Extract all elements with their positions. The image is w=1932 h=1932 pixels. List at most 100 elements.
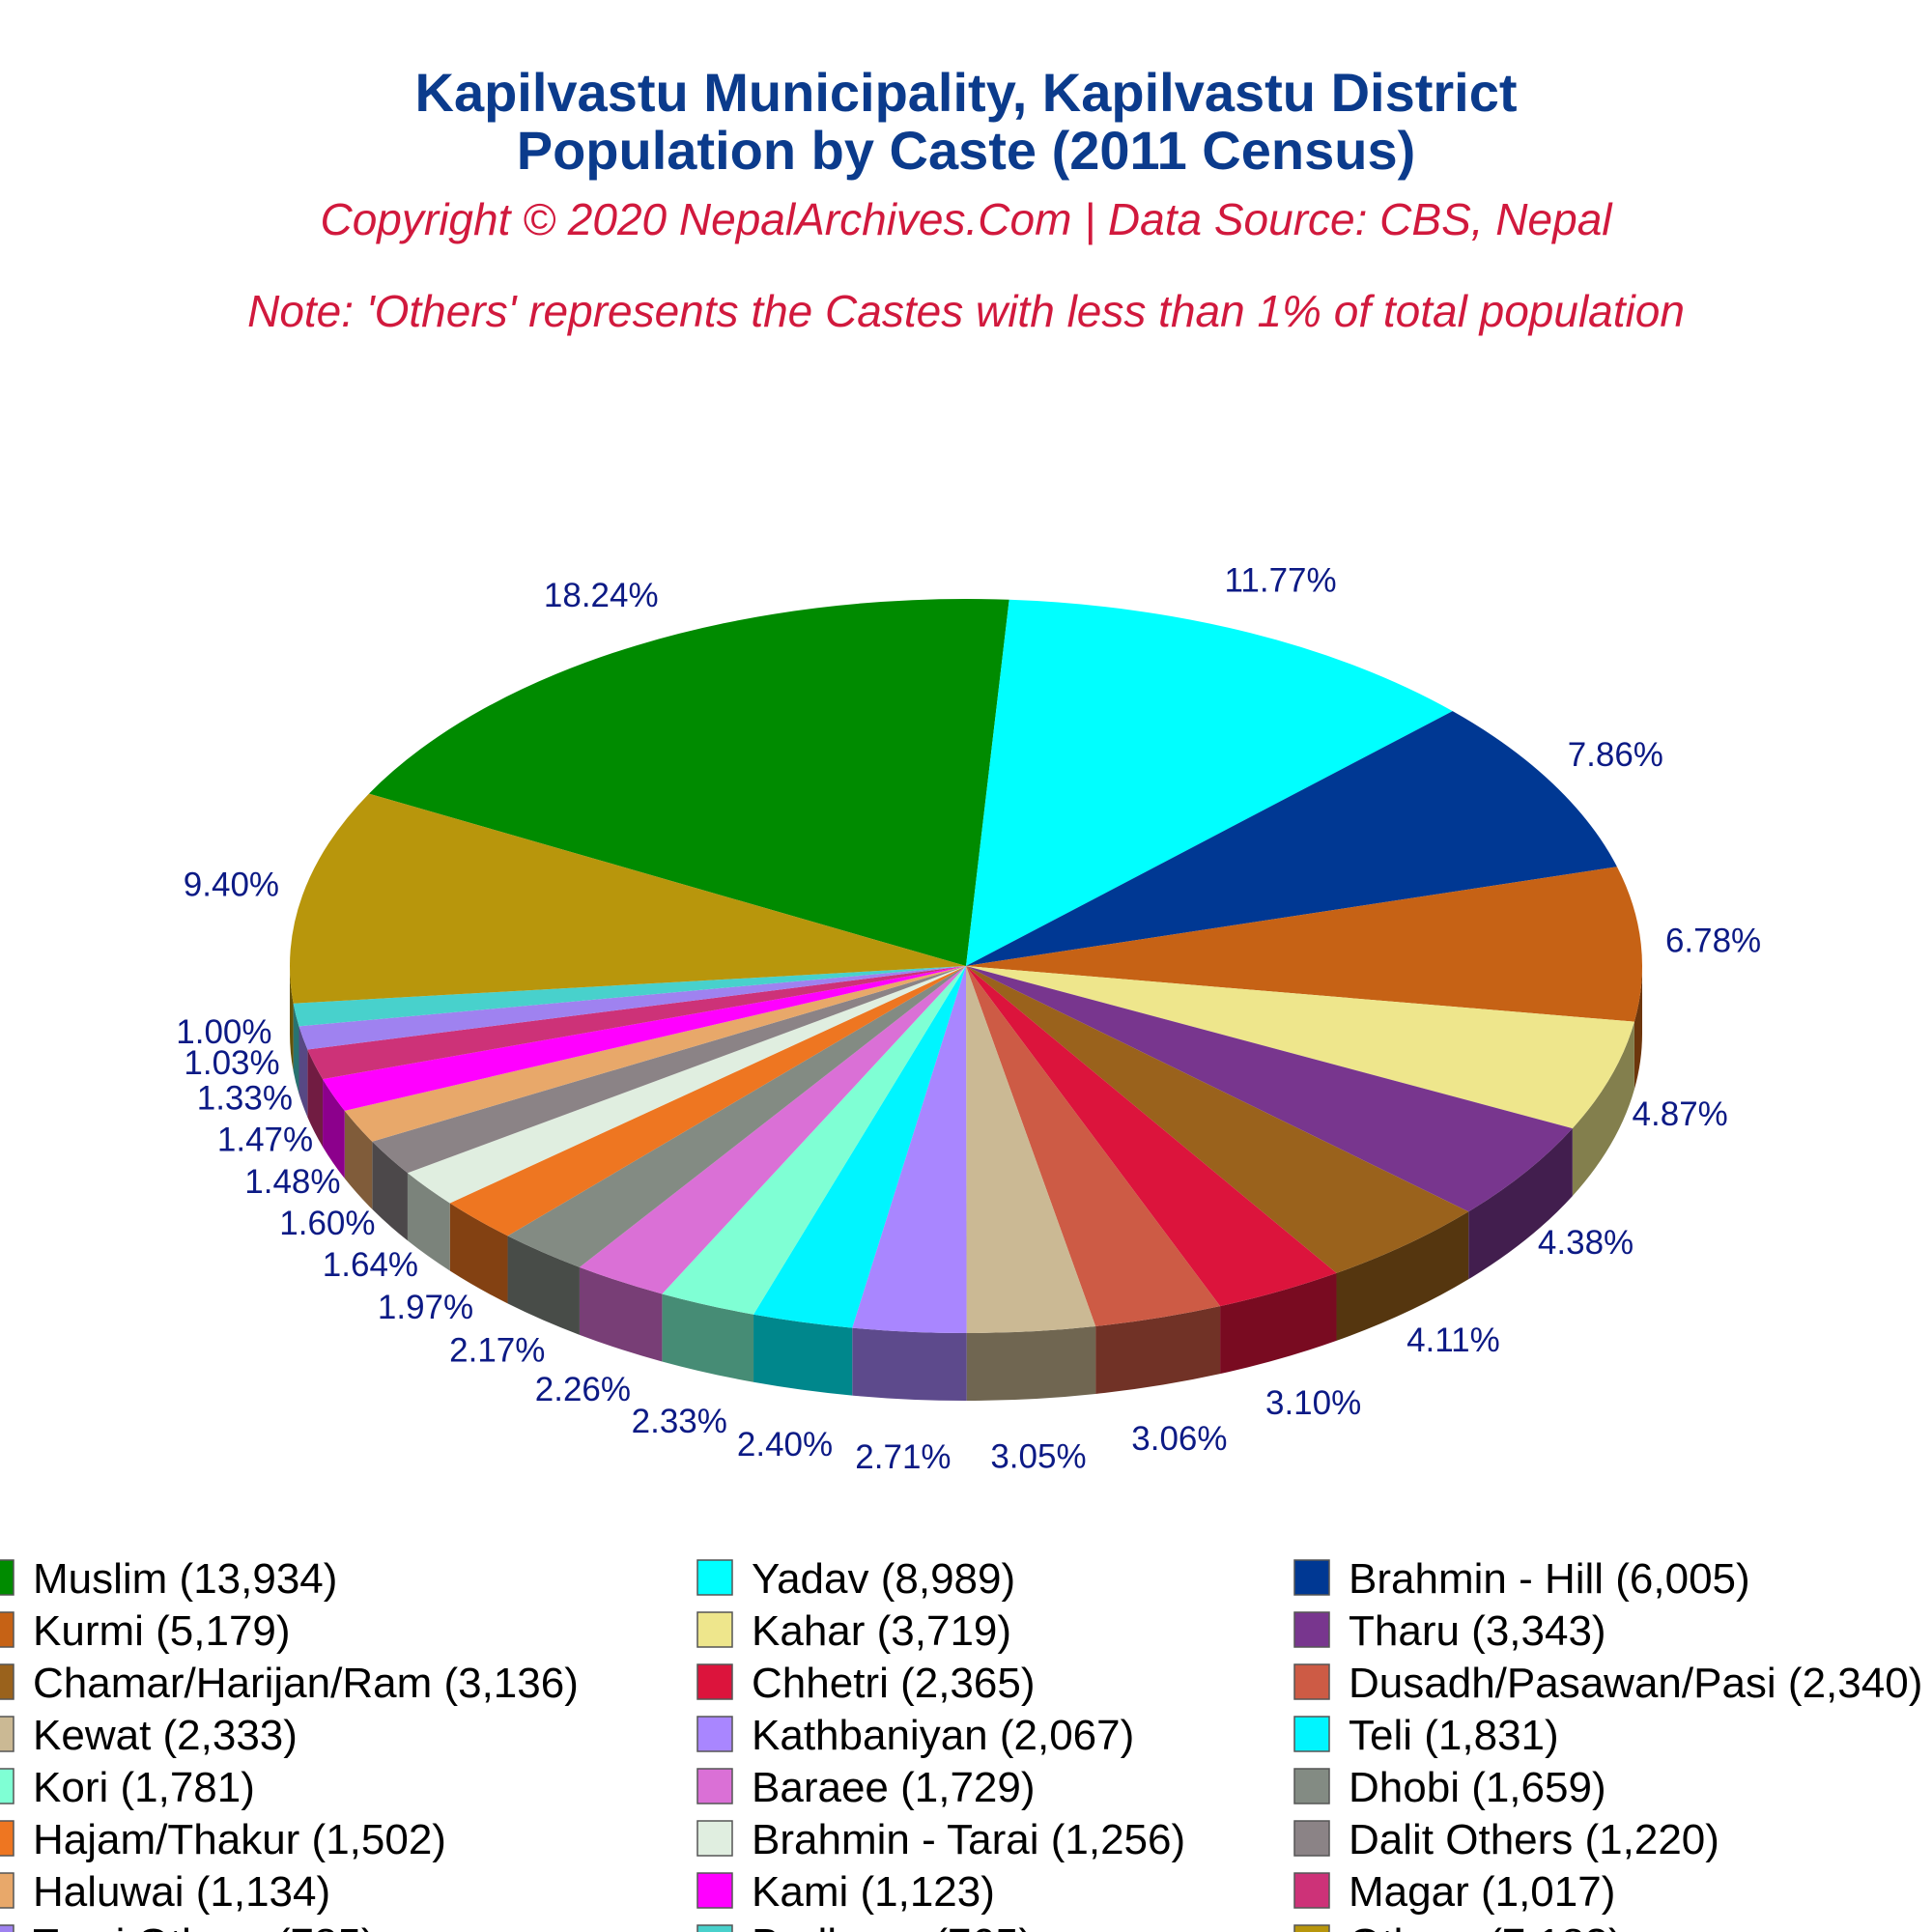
pct-label-kurmi: 6.78% [1665,922,1761,959]
legend-swatch [1293,1768,1330,1804]
pct-label-badhaee: 1.00% [176,1013,271,1051]
pct-label-others: 9.40% [184,866,279,903]
chart-subtitle: Population by Caste (2011 Census) [517,120,1415,181]
chart-title: Kapilvastu Municipality, Kapilvastu Dist… [415,62,1518,123]
pie-slice-tharu [966,966,1573,1212]
pie-slice-dusadh-pasawan-pasi [966,966,1221,1326]
pct-label-chhetri: 3.10% [1265,1384,1361,1422]
pct-label-kewat: 3.05% [990,1438,1086,1476]
legend-item-kathbaniyan: Kathbaniyan (2,067) [696,1712,1134,1759]
pie-side-dhobi [507,1236,580,1335]
pct-label-haluwai: 1.48% [244,1163,340,1201]
legend-item-teli: Teli (1,831) [1293,1712,1559,1759]
legend-label: Kathbaniyan (2,067) [752,1712,1134,1759]
legend-swatch [0,1663,14,1700]
pct-label-magar: 1.33% [197,1080,293,1118]
legend-label: Badhaee (765) [752,1920,1033,1932]
pie-slice-baraee [579,966,966,1294]
pct-label-chamar-harijan-ram: 4.11% [1406,1321,1500,1359]
pie-side-brahmin-tarai [407,1173,450,1271]
pie-slice-badhaee [293,966,966,1027]
pct-label-muslim: 18.24% [544,577,659,614]
legend-swatch [1293,1924,1330,1932]
pie-slice-muslim [368,599,1009,966]
pie-side-haluwai [344,1110,373,1209]
legend-label: Tarai Others (785) [33,1920,376,1932]
pie-slice-chhetri [966,966,1337,1307]
legend-item-tarai-others: Tarai Others (785) [0,1920,376,1932]
pct-label-tarai-others: 1.03% [184,1044,279,1082]
pie-slice-tarai-others [298,966,966,1050]
pie-side-kurmi [1634,966,1642,1090]
legend-item-kahar: Kahar (3,719) [696,1607,1011,1655]
pct-label-teli: 2.40% [737,1426,833,1463]
pct-label-tharu: 4.38% [1538,1224,1634,1262]
legend-swatch [0,1924,14,1932]
pct-label-kori: 2.33% [632,1403,727,1440]
legend-item-yadav: Yadav (8,989) [696,1555,1015,1603]
legend-item-kewat: Kewat (2,333) [0,1712,298,1759]
legend-label: Teli (1,831) [1349,1712,1559,1759]
pie-slice-haluwai [344,966,966,1142]
pct-label-dusadh-pasawan-pasi: 3.06% [1131,1420,1227,1458]
legend-label: Brahmin - Tarai (1,256) [752,1816,1185,1863]
legend-swatch [696,1924,733,1932]
pie-side-badhaee [293,1003,299,1094]
pie-side-magar [307,1049,324,1148]
pie-side-kewat [966,1325,1096,1401]
legend-swatch [1293,1716,1330,1752]
pie-side-tharu [1468,1128,1573,1280]
pie-side-chhetri [1220,1272,1337,1375]
legend-item-dhobi: Dhobi (1,659) [1293,1764,1606,1811]
legend-item-chamar-harijan-ram: Chamar/Harijan/Ram (3,136) [0,1660,579,1707]
pct-label-dhobi: 2.17% [449,1332,545,1370]
pie [290,599,1642,1402]
pct-label-brahmin-hill: 7.86% [1568,736,1663,774]
pct-label-kami: 1.47% [217,1121,313,1158]
legend-swatch [696,1611,733,1648]
legend-label: Brahmin - Hill (6,005) [1349,1555,1750,1603]
legend-swatch [0,1872,14,1909]
legend-item-others: Others (7,183) [1293,1920,1623,1932]
legend-swatch [0,1611,14,1648]
legend-swatch [1293,1611,1330,1648]
pie-slice-others [290,793,966,1004]
pct-label-brahmin-tarai: 1.64% [323,1246,418,1284]
legend-label: Kori (1,781) [33,1764,255,1811]
legend: Muslim (13,934) Yadav (8,989) Brahmin - Hi… [0,1555,1922,1932]
legend-label: Magar (1,017) [1349,1868,1615,1916]
pie-slice-brahmin-tarai [407,966,966,1204]
legend-swatch [1293,1820,1330,1857]
note-text: Note: 'Others' represents the Castes wit… [247,286,1685,336]
legend-swatch [1293,1559,1330,1596]
legend-label: Others (7,183) [1349,1920,1623,1932]
pct-label-kahar: 4.87% [1633,1095,1728,1133]
legend-swatch [0,1820,14,1857]
pct-label-yadav: 11.77% [1225,562,1337,600]
legend-item-muslim: Muslim (13,934) [0,1555,337,1603]
pie-side-kathbaniyan [852,1327,967,1402]
legend-label: Kahar (3,719) [752,1607,1011,1655]
pct-label-kathbaniyan: 2.71% [855,1438,951,1476]
legend-swatch [696,1716,733,1752]
pie-side-kori [662,1293,754,1382]
legend-item-baraee: Baraee (1,729) [696,1764,1036,1811]
legend-label: Dhobi (1,659) [1349,1764,1606,1811]
legend-item-kami: Kami (1,123) [696,1868,995,1916]
legend-swatch [0,1768,14,1804]
pie-slice-kathbaniyan [852,966,967,1334]
pie-slice-yadav [966,599,1453,966]
pie-slice-brahmin-hill [966,711,1617,966]
pie-slice-kewat [966,966,1096,1333]
pie-side-others [290,966,294,1071]
legend-label: Chhetri (2,365) [752,1660,1035,1707]
pct-label-dalit-others: 1.60% [279,1205,375,1242]
legend-label: Dalit Others (1,220) [1349,1816,1719,1863]
pie-side-kami [323,1079,345,1179]
pie-slice-kahar [966,966,1634,1129]
legend-swatch [696,1663,733,1700]
pie-slice-kori [662,966,966,1315]
legend-label: Kami (1,123) [752,1868,995,1916]
legend-swatch [1293,1663,1330,1700]
